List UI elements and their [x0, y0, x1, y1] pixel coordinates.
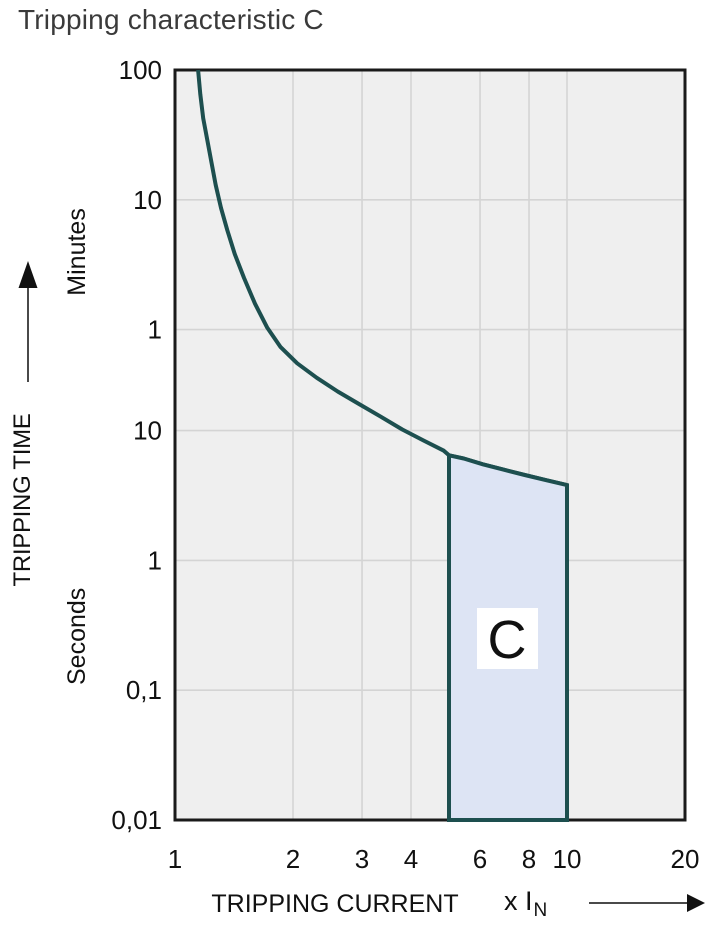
- y-tick-label: 0,01: [111, 805, 162, 835]
- x-tick-label: 2: [286, 844, 300, 874]
- region-label: C: [488, 610, 527, 670]
- x-axis-title: TRIPPING CURRENT: [211, 890, 458, 918]
- plot-frame: [173, 68, 687, 822]
- x-axis-arrow-icon: [687, 894, 705, 912]
- y-unit-label-minutes: Minutes: [63, 208, 91, 296]
- x-tick-label: 8: [522, 844, 536, 874]
- y-axis-arrow-icon: [18, 261, 38, 288]
- y-tick-label: 0,1: [126, 675, 162, 705]
- y-axis-title: TRIPPING TIME: [9, 413, 36, 586]
- x-tick-label: 4: [404, 844, 418, 874]
- x-tick-label: 3: [355, 844, 369, 874]
- region-label-box: [477, 608, 538, 669]
- x-tick-label: 10: [553, 844, 582, 874]
- y-tick-label: 1: [148, 315, 162, 345]
- x-axis-unit: x IN: [504, 886, 547, 921]
- y-tick-label: 1: [148, 545, 162, 575]
- y-unit-label-seconds: Seconds: [63, 588, 91, 685]
- y-tick-label: 10: [133, 416, 162, 446]
- x-tick-label: 6: [473, 844, 487, 874]
- y-tick-label: 100: [119, 55, 162, 85]
- x-tick-label: 1: [168, 844, 182, 874]
- y-tick-label: 10: [133, 185, 162, 215]
- chart-title: Tripping characteristic C: [18, 4, 324, 35]
- x-tick-label: 20: [671, 844, 700, 874]
